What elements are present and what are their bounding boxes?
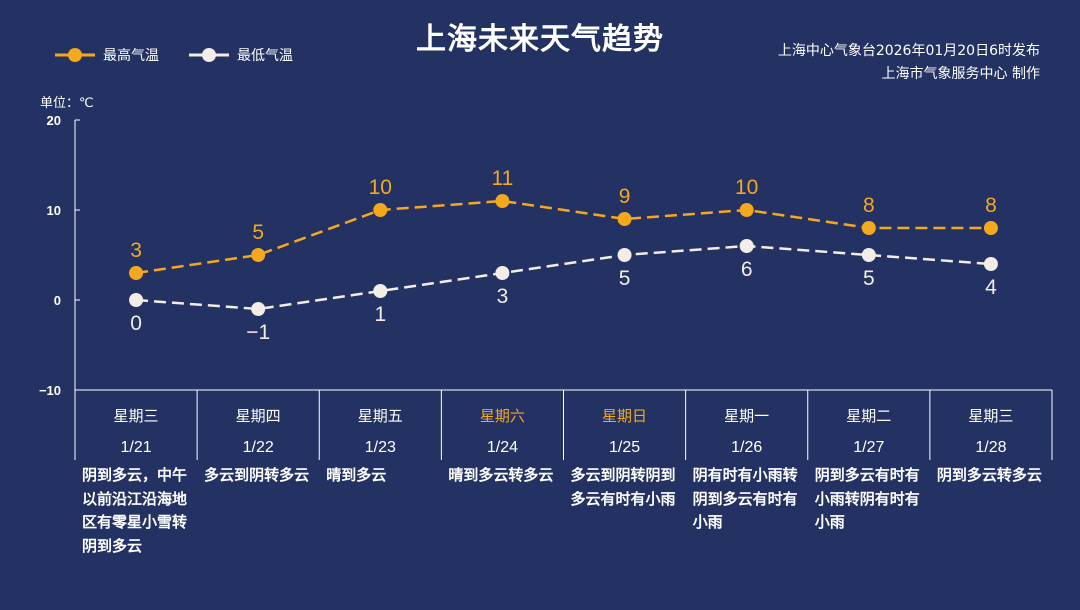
weather-description: 阴到多云转多云: [936, 466, 1042, 484]
low-temp-point: [983, 257, 998, 271]
low-temp-label: 0: [130, 312, 142, 335]
high-temp-point: [617, 212, 632, 226]
high-temp-label: 8: [985, 194, 997, 217]
date-label: 1/28: [975, 439, 1006, 456]
low-temp-label: 1: [374, 303, 386, 326]
low-temp-label: 6: [741, 258, 753, 281]
high-temp-label: 10: [369, 176, 392, 199]
chart-title: 上海未来天气趋势: [416, 22, 664, 57]
legend-high-marker-icon: [55, 48, 95, 62]
source-line: 上海市气象服务中心 制作: [881, 66, 1040, 82]
source-info: 上海中心气象台2026年01月20日6时发布 上海市气象服务中心 制作: [778, 40, 1040, 86]
date-label: 1/21: [120, 439, 151, 456]
date-label: 1/27: [853, 439, 884, 456]
low-temp-point: [617, 248, 632, 262]
legend-item-low: 最低气温: [189, 45, 293, 65]
weather-description: 晴到多云: [326, 466, 387, 484]
high-temp-point: [861, 221, 876, 235]
weekday-label: 星期三: [114, 407, 159, 425]
high-temp-point: [983, 221, 998, 235]
weather-description: 阴到多云有时有小雨转阴有时有小雨: [814, 466, 920, 531]
weekday-label: 星期五: [358, 407, 403, 425]
weather-description: 多云到阴转多云: [204, 466, 310, 484]
high-temp-label: 8: [863, 194, 875, 217]
y-tick-label: 20: [47, 113, 61, 128]
high-temp-point: [739, 203, 754, 217]
high-temp-label: 11: [492, 167, 514, 190]
date-label: 1/26: [731, 439, 762, 456]
low-temp-label: 3: [497, 285, 509, 308]
weekday-label: 星期一: [724, 407, 769, 425]
date-label: 1/25: [609, 439, 640, 456]
legend-item-high: 最高气温: [55, 45, 159, 65]
y-tick-label: 10: [47, 203, 61, 218]
low-temp-label: 5: [863, 267, 875, 290]
low-temp-label: 5: [619, 267, 631, 290]
weather-description: 多云到阴转阴到多云有时有小雨: [570, 466, 676, 508]
legend-label: 最高气温: [103, 48, 159, 64]
low-temp-point: [373, 284, 388, 298]
weekday-label: 星期六: [480, 407, 525, 425]
high-temp-label: 9: [619, 185, 631, 208]
weekday-label: 星期四: [236, 407, 281, 425]
low-temp-point: [739, 239, 754, 253]
weekday-label: 星期日: [602, 407, 647, 425]
date-label: 1/24: [487, 439, 518, 456]
weekday-label: 星期三: [968, 407, 1013, 425]
low-temp-label: 4: [985, 276, 997, 299]
weekday-label: 星期二: [846, 407, 891, 425]
y-tick-label: −10: [39, 383, 61, 398]
high-temp-point: [129, 266, 144, 280]
high-temp-label: 10: [735, 176, 758, 199]
high-temp-line: [135, 199, 991, 275]
source-line: 上海中心气象台2026年01月20日6时发布: [777, 43, 1040, 59]
legend-low-marker-icon: [189, 48, 229, 62]
high-temp-point: [495, 194, 510, 208]
y-tick-label: 0: [54, 293, 61, 308]
weather-description: 阴有时有小雨转阴到多云有时有小雨: [692, 466, 798, 531]
date-label: 1/23: [365, 439, 396, 456]
unit-label: 单位：℃: [40, 96, 94, 111]
low-temp-point: [861, 248, 876, 262]
weather-description: 阴到多云，中午以前沿江沿海地区有零星小雪转阴到多云: [82, 466, 188, 555]
date-label: 1/22: [243, 439, 274, 456]
low-temp-point: [495, 266, 510, 280]
legend: 最高气温 最低气温: [55, 45, 293, 65]
low-temp-label: −1: [246, 321, 270, 344]
high-temp-label: 5: [252, 221, 264, 244]
low-temp-point: [251, 302, 266, 316]
high-temp-point: [373, 203, 388, 217]
high-temp-label: 3: [130, 239, 142, 262]
low-temp-point: [129, 293, 144, 307]
weather-description: 晴到多云转多云: [448, 466, 554, 484]
high-temp-point: [251, 248, 266, 262]
legend-label: 最低气温: [237, 48, 293, 64]
